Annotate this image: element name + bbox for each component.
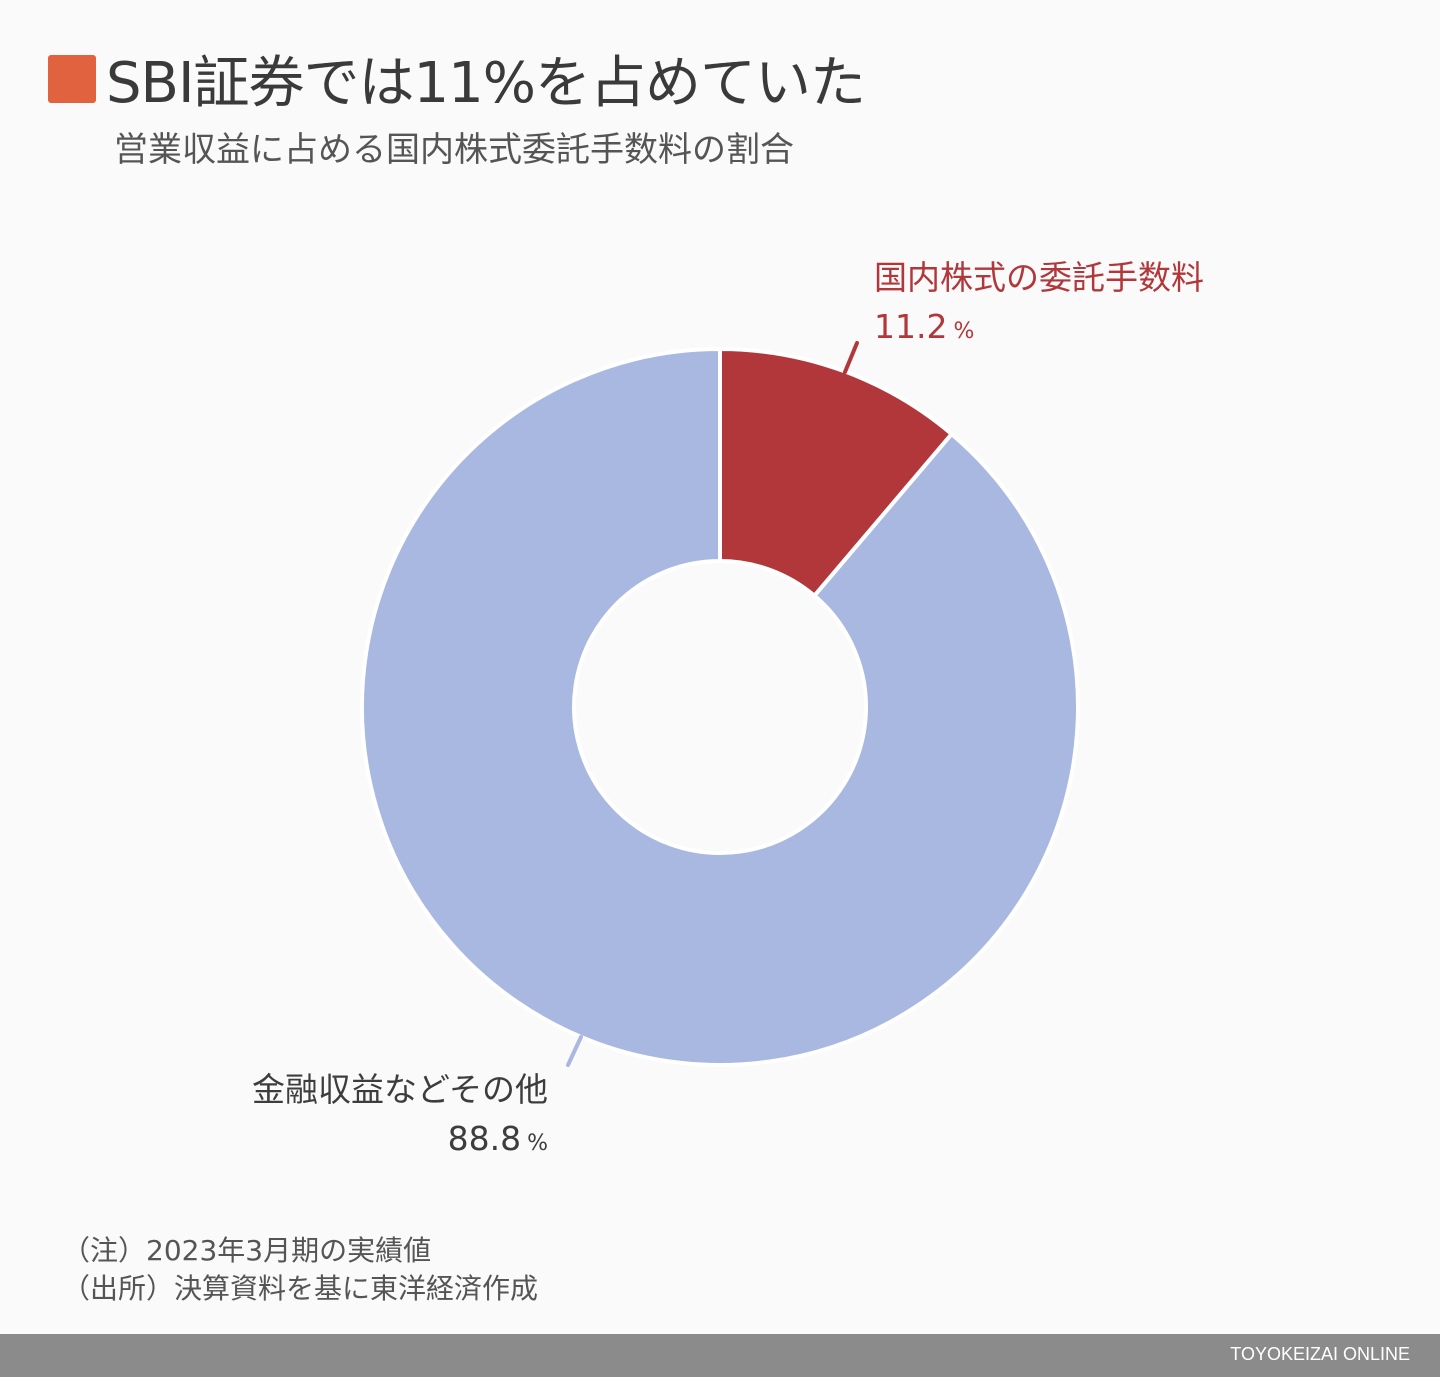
source-text: （出所）決算資料を基に東洋経済作成 [62, 1272, 539, 1305]
slice-label-value: 88.8% [252, 1114, 548, 1169]
notes: （注）2023年3月期の実績値 （出所）決算資料を基に東洋経済作成 [62, 1232, 538, 1308]
leader-line-slice2 [566, 1035, 583, 1067]
donut-slices [360, 346, 1080, 1067]
donut-slice [360, 346, 1080, 1067]
chart-subtitle: 営業収益に占める国内株式委託手数料の割合 [114, 130, 794, 170]
chart-title: SBI証券では11%を占めていた [106, 51, 866, 116]
value-number: 11.2 [874, 307, 948, 346]
value-unit: % [527, 1131, 548, 1156]
title-row: SBI証券では11%を占めていた [48, 38, 866, 119]
slice-label-name: 国内株式の委託手数料 [874, 258, 1204, 297]
leader-line-slice1 [843, 341, 859, 374]
value-number: 88.8 [447, 1119, 522, 1158]
slice-label-name: 金融収益などその他 [251, 1070, 548, 1109]
slice-label-domestic-commission: 国内株式の委託手数料 11.2% [874, 254, 1204, 357]
title-accent-square [48, 54, 96, 103]
slice-label-other: 金融収益などその他 88.8% [252, 1066, 548, 1169]
donut-slice [718, 346, 955, 599]
brand-text: TOYOKEIZAI ONLINE [1230, 1344, 1410, 1364]
note-text: （注）2023年3月期の実績値 [62, 1234, 432, 1267]
value-unit: % [953, 319, 975, 344]
footer-bar: TOYOKEIZAI ONLINE [0, 1334, 1440, 1377]
slice-label-value: 11.2% [874, 302, 1204, 357]
